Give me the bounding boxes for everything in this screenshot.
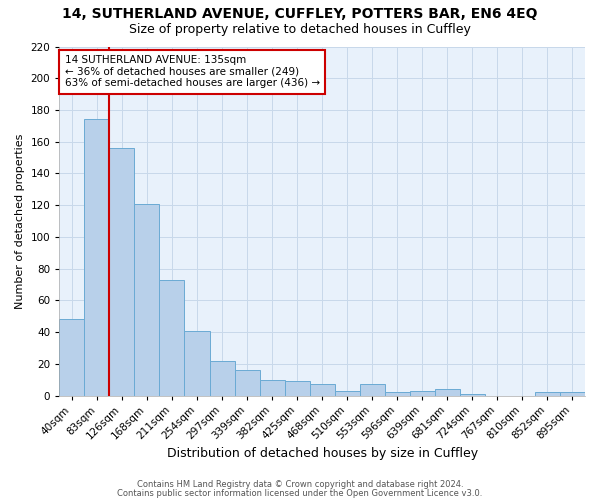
Text: Contains HM Land Registry data © Crown copyright and database right 2024.: Contains HM Land Registry data © Crown c… xyxy=(137,480,463,489)
Text: Size of property relative to detached houses in Cuffley: Size of property relative to detached ho… xyxy=(129,22,471,36)
Bar xyxy=(134,204,160,396)
Bar xyxy=(435,389,460,396)
Bar xyxy=(184,330,209,396)
Bar xyxy=(360,384,385,396)
Y-axis label: Number of detached properties: Number of detached properties xyxy=(15,134,25,308)
Bar xyxy=(535,392,560,396)
Text: Contains public sector information licensed under the Open Government Licence v3: Contains public sector information licen… xyxy=(118,488,482,498)
Bar xyxy=(310,384,335,396)
Bar xyxy=(85,120,109,396)
Bar xyxy=(560,392,585,396)
Bar xyxy=(209,360,235,396)
Bar xyxy=(410,391,435,396)
Bar xyxy=(59,320,85,396)
Bar xyxy=(385,392,410,396)
Bar xyxy=(260,380,284,396)
Bar xyxy=(284,382,310,396)
Bar xyxy=(235,370,260,396)
Text: 14 SUTHERLAND AVENUE: 135sqm
← 36% of detached houses are smaller (249)
63% of s: 14 SUTHERLAND AVENUE: 135sqm ← 36% of de… xyxy=(65,55,320,88)
Bar xyxy=(335,391,360,396)
Bar xyxy=(160,280,184,396)
X-axis label: Distribution of detached houses by size in Cuffley: Distribution of detached houses by size … xyxy=(167,447,478,460)
Bar xyxy=(109,148,134,396)
Bar xyxy=(460,394,485,396)
Text: 14, SUTHERLAND AVENUE, CUFFLEY, POTTERS BAR, EN6 4EQ: 14, SUTHERLAND AVENUE, CUFFLEY, POTTERS … xyxy=(62,8,538,22)
